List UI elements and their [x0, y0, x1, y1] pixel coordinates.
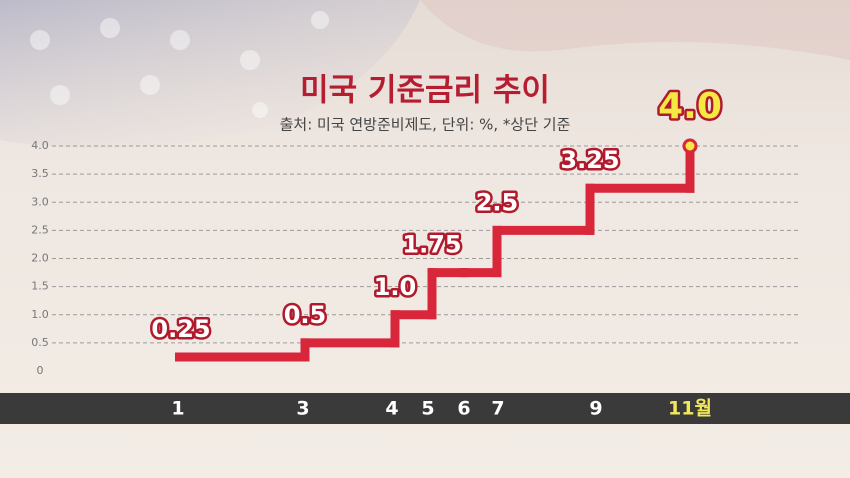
chart-subtitle: 출처: 미국 연방준비제도, 단위: %, *상단 기준 [280, 116, 571, 134]
chart-title: 미국 기준금리 추이 [300, 73, 550, 109]
value-label: 4.0 [658, 86, 722, 127]
x-tick-label: 4 [385, 398, 398, 420]
y-tick-label: 1.0 [31, 308, 49, 321]
flag-decoration [0, 0, 420, 148]
value-label: 1.75 [402, 231, 461, 259]
x-tick-label: 6 [457, 398, 470, 420]
value-label: 1.0 [374, 273, 417, 301]
y-tick-label: 1.5 [31, 280, 49, 293]
x-tick-label: 11월 [668, 398, 712, 420]
y-tick-label: 0 [37, 364, 44, 377]
x-tick-label: 1 [171, 398, 184, 420]
flag-stripe [420, 0, 850, 60]
y-tick-label: 3.5 [31, 167, 49, 180]
x-tick-label: 9 [589, 398, 602, 420]
value-label: 2.5 [476, 188, 519, 216]
y-tick-label: 0.5 [31, 336, 49, 349]
y-tick-label: 3.0 [31, 195, 49, 208]
x-tick-label: 5 [421, 398, 434, 420]
x-tick-label: 3 [296, 398, 309, 420]
x-axis-band [0, 393, 850, 424]
y-tick-label: 2.5 [31, 223, 49, 236]
stars [30, 11, 329, 118]
value-label: 0.5 [284, 301, 327, 329]
y-tick-label: 4.0 [31, 139, 49, 152]
x-tick-label: 7 [491, 398, 504, 420]
value-label: 3.25 [560, 146, 619, 174]
value-label: 0.25 [151, 315, 210, 343]
y-tick-label: 2.0 [31, 252, 49, 265]
end-point [682, 138, 698, 154]
